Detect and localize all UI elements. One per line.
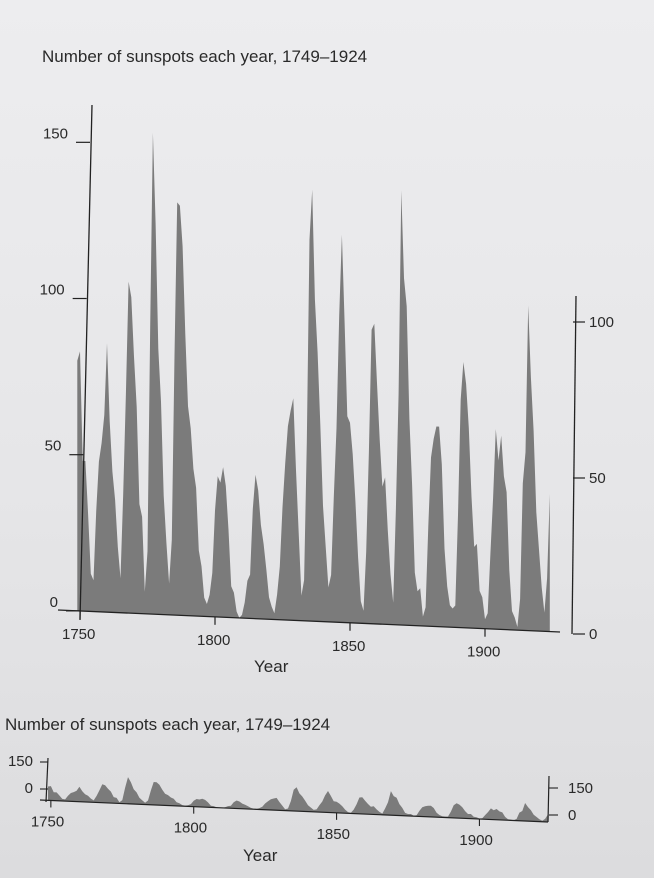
compressed-x-axis-label: Year <box>243 846 278 865</box>
compressed-chart-area <box>48 777 548 822</box>
compressed-y-tick-label-right: 150 <box>568 780 593 797</box>
compressed-y-tick-label-right: 0 <box>568 807 576 824</box>
compressed-y-axis-left <box>45 757 49 803</box>
compressed-x-tick-label: 1750 <box>31 813 64 830</box>
main-y-tick-label-right: 100 <box>589 314 614 331</box>
main-x-axis <box>57 609 561 633</box>
main-x-tick-label: 1900 <box>467 644 500 661</box>
main-chart-title: Number of sunspots each year, 1749–1924 <box>42 47 367 66</box>
main-y-axis-right <box>571 295 577 635</box>
compressed-chart: Number of sunspots each year, 1749–1924 … <box>5 715 593 865</box>
main-x-tick-label: 1800 <box>197 632 230 649</box>
main-y-tick-label-left: 100 <box>40 282 65 299</box>
compressed-x-axis <box>39 799 549 823</box>
compressed-y-axis-right <box>547 775 550 823</box>
main-x-axis-label: Year <box>254 657 289 676</box>
compressed-ticks: 1750 1800 1850 1900 150 0 150 0 <box>8 753 593 849</box>
main-chart: Number of sunspots each year, 1749–1924 … <box>40 47 614 676</box>
main-ticks: 1750 1800 1850 1900 0 50 100 150 0 50 100 <box>40 125 614 660</box>
compressed-area-series <box>48 777 548 822</box>
compressed-x-tick-label: 1800 <box>174 820 207 837</box>
main-chart-area <box>77 132 550 632</box>
compressed-chart-title: Number of sunspots each year, 1749–1924 <box>5 715 330 734</box>
main-y-tick-label-right: 0 <box>589 626 597 643</box>
compressed-y-tick-label-left: 0 <box>25 780 33 797</box>
compressed-x-tick-label: 1850 <box>317 826 350 843</box>
main-area-series <box>77 132 550 632</box>
compressed-x-tick-label: 1900 <box>459 832 492 849</box>
main-y-axis-left <box>79 104 93 621</box>
main-y-tick-label-left: 50 <box>45 438 62 455</box>
main-x-tick-label: 1850 <box>332 638 365 655</box>
main-x-tick-label: 1750 <box>62 626 95 643</box>
main-y-tick-label-right: 50 <box>589 470 606 487</box>
compressed-y-tick-label-left: 150 <box>8 753 33 770</box>
main-y-tick-label-left: 150 <box>43 125 68 142</box>
main-y-tick-label-left: 0 <box>50 594 58 611</box>
